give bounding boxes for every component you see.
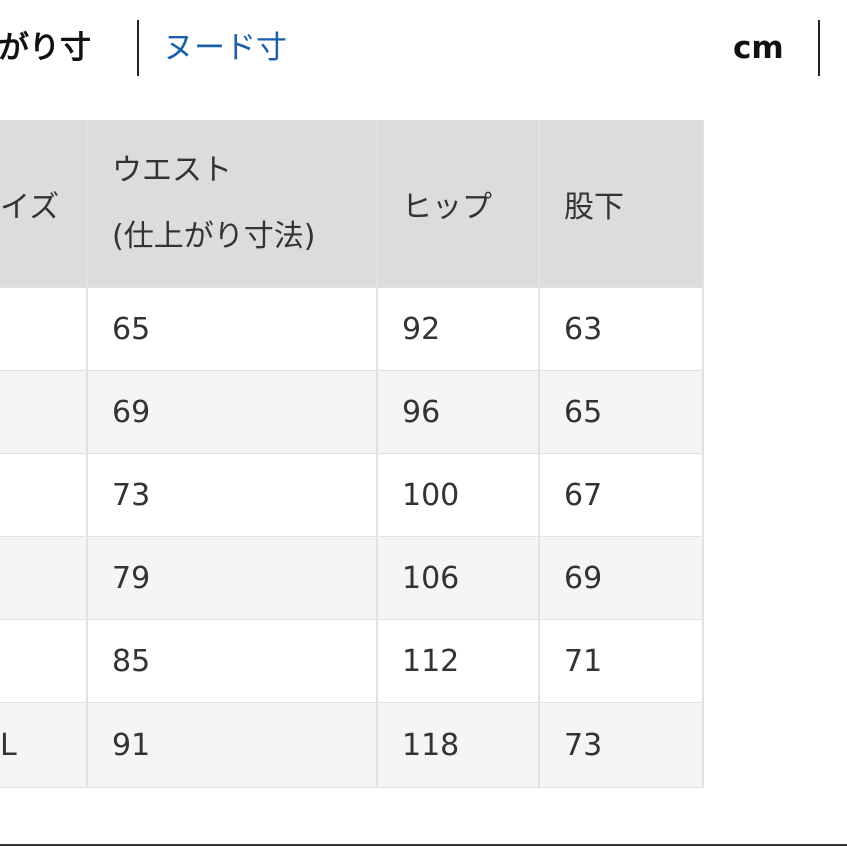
value-cell: 112 [378,620,538,702]
value-cell: 85 [88,620,376,702]
bottom-rule [0,844,847,846]
divider [137,20,139,76]
divider [818,20,820,76]
header-waist: ウエスト (仕上がり寸法) [88,120,376,287]
value-cell: 71 [540,620,702,702]
size-cell [0,454,86,536]
tab-finished[interactable]: がり寸 [0,30,91,66]
tab-nude[interactable]: ヌード寸 [163,30,287,66]
unit-cm[interactable]: cm [733,30,784,66]
value-cell: 65 [540,371,702,453]
value-cell: 91 [88,703,376,787]
size-cell [0,620,86,702]
value-cell: 67 [540,454,702,536]
value-cell: 96 [378,371,538,453]
value-cell: 69 [540,537,702,619]
size-cell [0,371,86,453]
header-inseam: 股下 [540,120,702,287]
value-cell: 73 [540,703,702,787]
header-hip: ヒップ [378,120,538,287]
header-waist-note: (仕上がり寸法) [112,218,316,254]
value-cell: 73 [88,454,376,536]
value-cell: 100 [378,454,538,536]
size-table: イズ ウエスト (仕上がり寸法) ヒップ 股下 65 92 63 69 96 65 73 10… [0,120,704,788]
header-waist-label: ウエスト [112,152,232,188]
header-size: イズ [0,120,86,287]
value-cell: 118 [378,703,538,787]
size-cell [0,288,86,370]
value-cell: 106 [378,537,538,619]
size-cell: L [0,703,86,787]
value-cell: 63 [540,288,702,370]
value-cell: 79 [88,537,376,619]
size-cell [0,537,86,619]
value-cell: 65 [88,288,376,370]
value-cell: 69 [88,371,376,453]
value-cell: 92 [378,288,538,370]
